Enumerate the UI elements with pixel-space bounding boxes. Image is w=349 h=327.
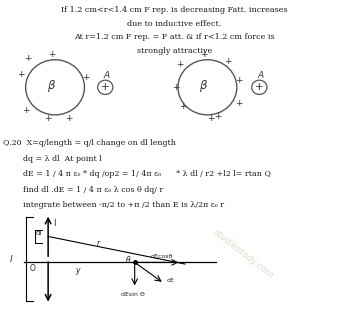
Text: A: A (103, 71, 109, 80)
Text: +: + (214, 112, 222, 121)
Text: dE: dE (166, 278, 174, 283)
Text: +: + (172, 83, 180, 92)
Text: +: + (176, 60, 184, 69)
Text: At r=1.2 cm F rep. = F att. & if r<1.2 cm force is: At r=1.2 cm F rep. = F att. & if r<1.2 c… (74, 33, 275, 42)
Text: +: + (22, 106, 29, 114)
Text: +: + (48, 50, 55, 60)
Text: If 1.2 cm<r<1.4 cm F rep. is decreasing Fatt. increases: If 1.2 cm<r<1.4 cm F rep. is decreasing … (61, 6, 288, 14)
Text: +: + (224, 57, 232, 66)
Text: +: + (24, 54, 31, 63)
Text: +: + (82, 73, 90, 82)
Text: +: + (179, 102, 187, 111)
Text: r: r (97, 239, 100, 248)
Text: dq = λ dl  At point l: dq = λ dl At point l (3, 155, 102, 163)
Text: I: I (53, 219, 55, 228)
Text: dEsin Θ: dEsin Θ (121, 292, 145, 297)
Text: dEcosθ: dEcosθ (150, 254, 173, 259)
Text: l: l (10, 255, 12, 264)
Text: studiestody.com: studiestody.com (212, 228, 276, 281)
Text: find dl .dE = 1 / 4 π εₒ λ cos θ dq/ r: find dl .dE = 1 / 4 π εₒ λ cos θ dq/ r (3, 186, 163, 194)
Text: dl: dl (36, 230, 42, 235)
Text: dE = 1 / 4 π εₒ * dq /op2 = 1/ 4π εₒ      * λ dl / r2 +l2 l= rtan Q: dE = 1 / 4 π εₒ * dq /op2 = 1/ 4π εₒ * λ… (3, 170, 271, 178)
Text: +: + (207, 113, 215, 123)
Text: +: + (200, 50, 208, 60)
Text: +: + (17, 70, 24, 79)
Text: +: + (101, 82, 110, 92)
Text: +: + (235, 99, 242, 108)
Text: $\beta$: $\beta$ (47, 78, 56, 94)
Text: +: + (65, 113, 73, 123)
Text: $\beta$: $\beta$ (199, 78, 208, 94)
Text: A: A (257, 71, 263, 80)
Text: O: O (30, 264, 36, 273)
Text: +: + (235, 76, 242, 85)
Text: +: + (255, 82, 263, 92)
Text: due to inductive effect.: due to inductive effect. (127, 20, 222, 28)
Text: Q.20  X=q/length = q/l change on dl length: Q.20 X=q/length = q/l change on dl lengt… (3, 139, 176, 147)
Text: strongly attractive: strongly attractive (137, 47, 212, 55)
Text: +: + (44, 113, 52, 123)
Text: integrate between -π/2 to +π /2 than E is λ/2π εₒ r: integrate between -π/2 to +π /2 than E i… (3, 201, 224, 209)
Text: y: y (75, 266, 80, 275)
Text: $\theta$: $\theta$ (125, 254, 132, 265)
